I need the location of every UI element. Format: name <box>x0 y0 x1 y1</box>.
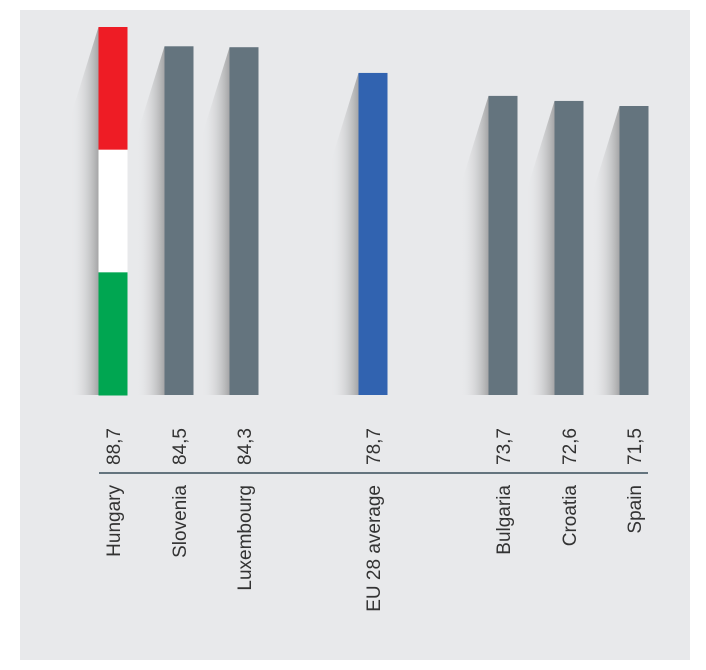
value-label-bulgaria: 73,7 <box>494 428 515 465</box>
bar-slovenia <box>164 46 194 395</box>
chart-panel: 88,7 84,5 84,3 78,7 73,7 72,6 71,5 Hungary Slov… <box>20 10 690 660</box>
bar-shadow-spain <box>591 106 620 396</box>
value-label-hungary: 88,7 <box>104 428 125 465</box>
category-label-luxembourg: Luxembourg <box>235 485 256 591</box>
bar-croatia <box>554 100 584 396</box>
bar-hungary-stripe-1 <box>98 27 128 151</box>
bar-shadow-croatia <box>526 100 555 396</box>
category-label-bulgaria: Bulgaria <box>494 485 515 555</box>
value-label-croatia: 72,6 <box>560 428 581 465</box>
category-label-eu-28-average: EU 28 average <box>364 485 385 612</box>
category-label-spain: Spain <box>625 485 646 534</box>
bar-shadow-bulgaria <box>460 95 489 395</box>
bar-eu-28-average <box>358 72 388 395</box>
bar-hungary-stripe-3 <box>98 272 128 396</box>
bars-group <box>98 27 649 396</box>
bar-spain <box>619 106 649 396</box>
value-label-slovenia: 84,5 <box>170 428 191 465</box>
category-labels-group: Hungary Slovenia Luxembourg EU 28 average Bu… <box>104 485 646 612</box>
category-label-hungary: Hungary <box>104 485 125 557</box>
value-label-luxembourg: 84,3 <box>235 428 256 465</box>
value-label-eu-28-average: 78,7 <box>364 428 385 465</box>
bar-shadow-eu-28-average <box>330 72 359 395</box>
value-label-spain: 71,5 <box>625 428 646 465</box>
bar-shadow-hungary <box>70 27 99 395</box>
bar-hungary-stripe-2 <box>98 149 128 273</box>
bar-hungary <box>98 27 128 396</box>
bar-shadow-slovenia <box>136 46 165 395</box>
bar-luxembourg <box>229 47 259 396</box>
value-labels-group: 88,7 84,5 84,3 78,7 73,7 72,6 71,5 <box>104 428 646 465</box>
bar-bulgaria <box>488 95 518 395</box>
bar-chart: 88,7 84,5 84,3 78,7 73,7 72,6 71,5 Hungary Slov… <box>70 27 649 612</box>
category-label-croatia: Croatia <box>560 485 581 547</box>
category-label-slovenia: Slovenia <box>170 485 191 558</box>
bar-shadow-luxembourg <box>201 47 230 396</box>
bar-shadows <box>70 27 620 396</box>
